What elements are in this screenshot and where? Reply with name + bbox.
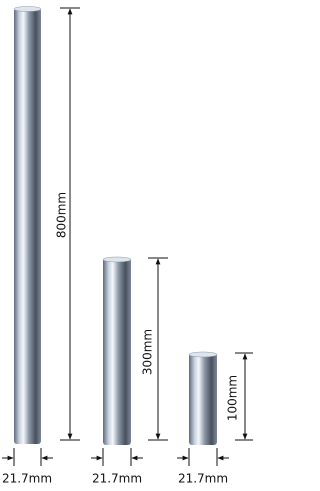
diameter-label: 21.7mm bbox=[178, 472, 228, 486]
width-dimension bbox=[91, 448, 143, 466]
diameter-label: 21.7mm bbox=[2, 472, 52, 486]
height-label: 100mm bbox=[226, 375, 240, 421]
height-label: 800mm bbox=[55, 192, 69, 238]
rod bbox=[14, 7, 41, 445]
rod bbox=[189, 352, 217, 445]
diagram: 800mm 300mm 100mm 21.7mm 21.7mm bbox=[0, 0, 253, 491]
width-dimension bbox=[177, 448, 229, 466]
diameter-label: 21.7mm bbox=[92, 472, 142, 486]
width-dimension bbox=[2, 448, 53, 466]
rod bbox=[103, 257, 131, 445]
height-label: 300mm bbox=[141, 329, 155, 375]
